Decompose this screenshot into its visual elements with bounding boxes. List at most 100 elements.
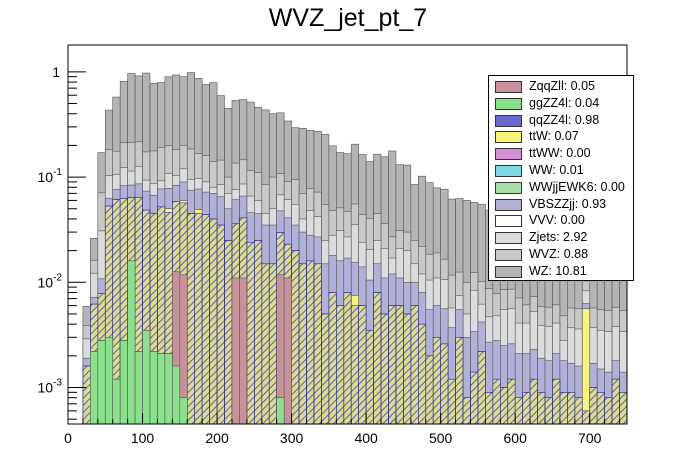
bar-fill-qqZZ4l-100 — [142, 210, 150, 424]
legend-entry: WVZ: 0.88 — [489, 247, 635, 264]
bar-fill-qqZZ4l-90 — [135, 197, 143, 424]
x-tick-label-700: 700 — [578, 430, 602, 446]
legend-label: VVV: 0.00 — [529, 213, 585, 228]
legend-label: ZqqZll: 0.05 — [529, 79, 596, 93]
bar-fill-qqZZ4l-180 — [202, 214, 210, 424]
bar-ZqqZll-230 — [239, 277, 248, 425]
legend-label: ttWW: 0.00 — [529, 146, 591, 161]
bar-fill-qqZZ4l-370 — [343, 292, 352, 424]
bar-fill-qqZZ4l-510 — [448, 379, 456, 424]
bar-fill-qqZZ4l-130 — [164, 212, 173, 424]
bar-fill-qqZZ4l-520 — [455, 337, 464, 424]
legend-entry: WZ: 10.81 — [489, 264, 635, 281]
bar-fill-qqZZ4l-530 — [463, 397, 471, 424]
bar-fill-qqZZ4l-740 — [619, 392, 627, 424]
legend-swatch — [495, 165, 522, 177]
bar-fill-qqZZ4l-580 — [500, 387, 508, 424]
bar-ggZZ4l-80 — [127, 260, 136, 425]
legend-swatch — [495, 81, 522, 93]
x-tick-label-500: 500 — [429, 430, 453, 446]
legend-entry: ttW: 0.07 — [489, 129, 635, 146]
legend-swatch — [495, 198, 522, 211]
bar-fill-qqZZ4l-490 — [433, 337, 441, 424]
y-tick-label-1: 1 — [52, 64, 60, 80]
bar-fill-qqZZ4l-340 — [321, 313, 329, 424]
bar-ggZZ4l-90 — [134, 351, 143, 425]
legend-swatch — [495, 215, 522, 228]
bar-ZqqZll-220 — [231, 277, 240, 425]
bar-ZqqZll-290 — [283, 277, 292, 425]
bar-fill-qqZZ4l-430 — [388, 305, 396, 424]
bar-ggZZ4l-100 — [142, 329, 151, 425]
x-tick-label-300: 300 — [280, 430, 304, 446]
bar-fill-qqZZ4l-440 — [395, 305, 404, 424]
legend-swatch — [495, 131, 522, 144]
bar-fill-qqZZ4l-60 — [112, 199, 121, 424]
legend-label: WW: 0.01 — [529, 163, 584, 177]
bar-fill-qqZZ4l-560 — [485, 392, 493, 424]
bar-fill-qqZZ4l-390 — [358, 305, 367, 424]
legend-label: ttW: 0.07 — [529, 129, 579, 144]
bar-ggZZ4l-60 — [112, 378, 121, 425]
bar-fill-qqZZ4l-50 — [105, 206, 113, 424]
x-tick-label-600: 600 — [504, 430, 528, 446]
legend-entry: ttWW: 0.00 — [489, 146, 635, 163]
bar-fill-qqZZ4l-380 — [351, 305, 359, 424]
legend-entry: qqZZ4l: 0.98 — [489, 113, 635, 130]
legend-label: WVZ: 0.88 — [529, 247, 589, 261]
legend-swatch — [495, 249, 522, 261]
bar-fill-qqZZ4l-450 — [403, 313, 411, 424]
bar-fill-qqZZ4l-360 — [336, 305, 344, 424]
bar-fill-qqZZ4l-420 — [381, 313, 389, 424]
legend-entry: WWjjEWK6: 0.00 — [489, 180, 635, 197]
y-tick-label-0.001: 10-3 — [38, 378, 63, 396]
legend-label: Zjets: 2.92 — [529, 230, 588, 245]
bar-fill-qqZZ4l-110 — [149, 213, 158, 424]
bar-fill-qqZZ4l-620 — [530, 379, 538, 424]
bar-fill-qqZZ4l-690 — [582, 410, 590, 424]
x-tick-label-400: 400 — [354, 430, 378, 446]
bar-fill-qqZZ4l-270 — [269, 263, 277, 424]
bar-fill-qqZZ4l-70 — [120, 198, 128, 424]
bar-fill-qqZZ4l-480 — [425, 355, 434, 424]
y-tick-label-0.1: 10-1 — [38, 167, 63, 185]
bar-ttW-690 — [581, 308, 591, 425]
bar-ggZZ4l-130 — [164, 353, 173, 425]
bar-fill-qqZZ4l-640 — [545, 397, 553, 424]
bar-fill-qqZZ4l-350 — [328, 292, 337, 424]
bar-fill-qqZZ4l-170 — [194, 213, 203, 424]
bar-ggZZ4l-150 — [179, 397, 188, 425]
bar-ggZZ4l-280 — [276, 397, 285, 425]
bar-fill-qqZZ4l-240 — [246, 242, 255, 424]
bar-fill-qqZZ4l-610 — [522, 392, 531, 424]
legend-label: WZ: 10.81 — [529, 263, 587, 278]
bar-fill-qqZZ4l-190 — [209, 218, 218, 424]
bar-fill-qqZZ4l-320 — [306, 260, 314, 424]
bar-fill-qqZZ4l-590 — [507, 379, 516, 424]
bar-fill-qqZZ4l-120 — [157, 206, 165, 424]
legend-swatch — [495, 265, 522, 278]
legend-swatch — [495, 181, 522, 194]
x-tick-label-0: 0 — [64, 430, 72, 446]
legend-label: qqZZ4l: 0.98 — [529, 112, 600, 127]
bar-fill-qqZZ4l-700 — [589, 387, 598, 424]
legend-swatch — [495, 148, 522, 161]
legend-entry: ZqqZll: 0.05 — [489, 79, 635, 96]
bar-fill-qqZZ4l-670 — [567, 392, 575, 424]
legend-entry: Zjets: 2.92 — [489, 230, 635, 247]
x-tick-label-100: 100 — [131, 430, 155, 446]
bar-fill-qqZZ4l-200 — [217, 225, 225, 424]
bar-fill-qqZZ4l-600 — [515, 397, 523, 424]
bar-fill-qqZZ4l-660 — [559, 392, 568, 424]
bar-fill-qqZZ4l-650 — [552, 379, 560, 424]
y-tick-label-0.01: 10-2 — [38, 272, 63, 290]
bar-fill-qqZZ4l-410 — [373, 292, 382, 424]
legend-swatch — [495, 114, 522, 127]
bar-ggZZ4l-40 — [97, 340, 106, 425]
bar-fill-qqZZ4l-210 — [224, 240, 232, 424]
bar-ggZZ4l-140 — [172, 365, 181, 425]
bar-fill-qqZZ4l-460 — [410, 305, 419, 424]
bar-ggZZ4l-50 — [104, 337, 114, 425]
bar-fill-qqZZ4l-330 — [313, 263, 322, 424]
